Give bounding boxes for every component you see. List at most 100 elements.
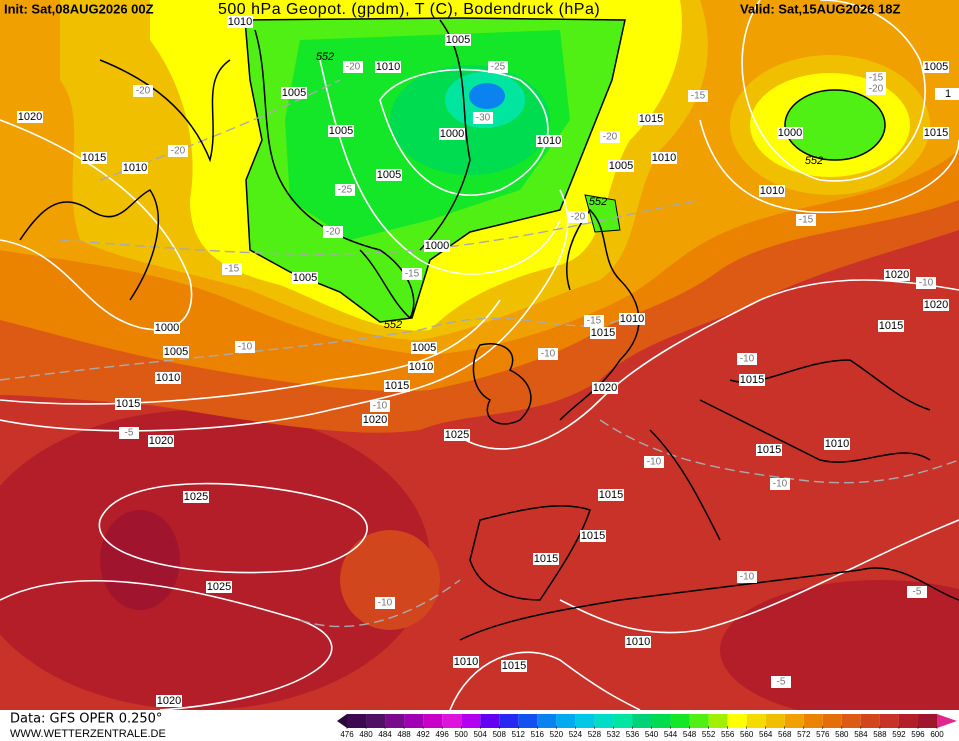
isobar-label: 1010 [626,636,650,648]
geopotential-label: 552 [316,51,334,63]
temperature-label-box [370,400,390,412]
colorbar-tick-label: 596 [911,730,925,739]
website: WWW.WETTERZENTRALE.DE [10,728,166,740]
temperature-label: -10 [919,278,934,289]
isobar-label-box [592,382,618,394]
colorbar-swatch [613,714,633,728]
isobar-label: 1010 [228,16,252,28]
cool-spot [340,530,440,630]
geopotential-label: 552 [384,319,402,331]
colorbar-tick-label: 588 [873,730,887,739]
isobar-label-box [923,299,949,311]
colorbar-swatch [917,714,937,728]
isobar-label: 1005 [446,34,470,46]
isobar-label-box [156,695,182,707]
isobar-label-box [206,581,232,593]
isobar-label: 1010 [537,135,561,147]
isobar-label-box [608,160,634,172]
temperature-label: -20 [571,212,586,223]
colorbar-tick-label: 564 [759,730,773,739]
colorbar-swatch [442,714,462,728]
temperature-label: -10 [373,401,388,412]
isobar-label: 1010 [620,313,644,325]
isobar-label: 1020 [149,435,173,447]
low-geopotential-region [584,194,621,233]
temperature-label: -25 [491,62,506,73]
colorbar: 476 480 484 488 492 496 500 504 508 512 516 520 524 5… [337,714,957,739]
isobars [0,0,959,634]
colorbar-tick-label: 524 [569,730,583,739]
colorbar-swatch [708,714,728,728]
isobar-label: 1025 [445,429,469,441]
colorbar-tick-label: 512 [512,730,526,739]
temperature-label: -15 [691,91,706,102]
isobar-label: 1025 [207,581,231,593]
map-title: 500 hPa Geopot. (gpdm), T (C), Bodendruc… [218,1,600,18]
colorbar-swatch [366,714,386,728]
isobar-label: 1015 [82,152,106,164]
colorbar-tick-label: 532 [607,730,621,739]
isobar-label: 1 [945,88,951,100]
temperature-label: -20 [346,62,361,73]
isobar-label: 1020 [157,695,181,707]
colorbar-swatch [385,714,405,728]
isobar-label: 1010 [454,656,478,668]
colorbar-tick-label: 580 [835,730,849,739]
isobar-label-box [638,113,664,125]
colorbar-tick-label: 488 [397,730,411,739]
colorbar-swatch [499,714,519,728]
isobar-label-box [439,128,465,140]
isobar-label: 1010 [825,438,849,450]
temperature-label: -15 [587,316,602,327]
warm-core [100,510,180,610]
colorbar-tick-label: 480 [359,730,373,739]
temperature-label: -30 [476,113,491,124]
temperature-label-box [375,597,395,609]
isobar-label: 1025 [184,491,208,503]
colorbar-swatch [727,714,747,728]
isobar-label-box [923,61,949,73]
isobar-label-box [376,169,402,181]
colorbar-tick-label: 576 [816,730,830,739]
isobar-label-box [580,530,606,542]
temperature-label-box [600,131,620,143]
isobar-label: 1010 [409,361,433,373]
isobar-label: 1015 [581,530,605,542]
isobar-label-box [384,380,410,392]
isobar-label: 1005 [609,160,633,172]
isobar-label-box [884,269,910,281]
colorbar-swatch [670,714,690,728]
colorbar-swatch [632,714,652,728]
isobar-label: 1000 [155,322,179,334]
temperature-label: -5 [125,428,134,439]
isobar-label: 1010 [652,152,676,164]
isobar-label-box [739,374,765,386]
temperature-label-box [402,268,422,280]
temperature-label-box [538,348,558,360]
warm-region [0,410,430,710]
colorbar-tick-label: 476 [340,730,354,739]
temperature-label-box [584,315,604,327]
temperature-label-box [168,145,188,157]
isobar-label-box [424,240,450,252]
colorbar-tick-label: 592 [892,730,906,739]
isobar-label: 1015 [879,320,903,332]
geopotential-label: 552 [805,155,823,167]
temperature-label-box [737,353,757,365]
temperature-label: -10 [378,598,393,609]
colorbar-tick-label: 484 [378,730,392,739]
temperature-label-box [866,83,886,95]
isobar-label-box [824,438,850,450]
colorbar-arrow [937,714,957,728]
isobar-label: 1000 [778,127,802,139]
temperature-label-box [335,184,355,196]
isobar-label: 1015 [385,380,409,392]
temperature-label: -10 [647,457,662,468]
isobar-label: 1015 [534,553,558,565]
isobar-label: 1010 [123,162,147,174]
isobar-label: 1015 [502,660,526,672]
colorbar-arrow [337,714,347,728]
isobar-label: 1005 [412,342,436,354]
colorbar-tick-label: 500 [455,730,469,739]
